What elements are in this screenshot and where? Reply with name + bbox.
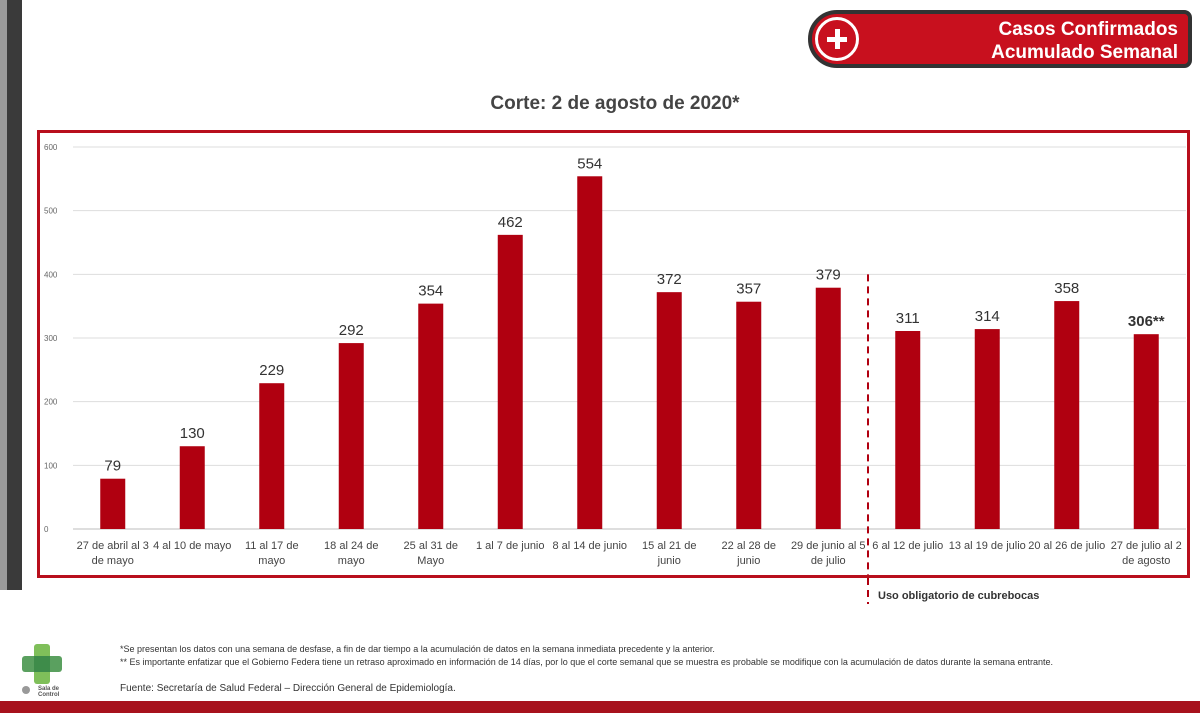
bar — [497, 234, 523, 530]
y-tick-label: 0 — [44, 525, 49, 534]
x-tick-label: de agosto — [1122, 555, 1170, 567]
chart-subtitle: Corte: 2 de agosto de 2020* — [490, 93, 740, 114]
bottom-bar — [0, 701, 1200, 713]
x-tick-label: 13 al 19 de julio — [949, 540, 1026, 552]
bar — [179, 446, 205, 529]
data-label: 357 — [736, 281, 761, 298]
data-label: 379 — [816, 267, 841, 284]
bar — [259, 383, 285, 529]
x-tick-label: 27 de abril al 3 — [77, 540, 149, 552]
data-label: 358 — [1054, 280, 1079, 297]
x-tick-label: mayo — [338, 555, 365, 567]
x-tick-label: 25 al 31 de — [404, 540, 458, 552]
x-tick-label: 15 al 21 de — [642, 540, 696, 552]
data-label: 130 — [180, 425, 205, 442]
footnote-2: ** Es importante enfatizar que el Gobier… — [120, 657, 1054, 667]
x-tick-label: 1 al 7 de junio — [476, 540, 545, 552]
bar — [418, 303, 444, 529]
bar — [577, 176, 603, 529]
y-tick-label: 600 — [44, 143, 58, 152]
bar — [895, 330, 921, 529]
x-tick-label: junio — [657, 555, 681, 567]
header-title-line2: Acumulado Semanal — [991, 42, 1178, 63]
y-tick-label: 400 — [44, 270, 58, 279]
left-edge-strip — [0, 0, 22, 590]
bar — [338, 343, 364, 529]
x-tick-label: 6 al 12 de julio — [872, 540, 943, 552]
x-tick-label: Mayo — [417, 555, 444, 567]
cross-logo-icon — [22, 644, 62, 694]
annotation-label: Uso obligatorio de cubrebocas — [878, 590, 1040, 602]
data-label: 306** — [1128, 313, 1165, 330]
logo-text-line2: Control — [38, 692, 60, 698]
bar — [1054, 301, 1080, 529]
data-label: 354 — [418, 283, 443, 300]
bar-chart: 0 100 200 300 400 500 600 79 27 de abril al 3 de … — [44, 143, 1186, 575]
y-tick-label: 200 — [44, 398, 58, 407]
x-tick-label: 11 al 17 de — [245, 540, 299, 552]
header-title-line1: Casos Confirmados — [998, 19, 1178, 40]
x-tick-label: 22 al 28 de — [722, 540, 776, 552]
data-label: 292 — [339, 322, 364, 339]
data-label: 229 — [259, 362, 284, 379]
x-tick-label: 27 de julio al 2 — [1111, 540, 1182, 552]
plus-icon — [815, 17, 859, 61]
x-tick-label: 4 al 10 de mayo — [153, 540, 231, 552]
bar — [736, 301, 762, 529]
header-title: Casos Confirmados Acumulado Semanal — [991, 18, 1178, 64]
bar — [974, 329, 1000, 529]
x-tick-label: 8 al 14 de junio — [552, 540, 627, 552]
data-label: 462 — [498, 214, 523, 231]
x-tick-label: 29 de junio al 5 — [791, 540, 866, 552]
bar — [100, 478, 126, 529]
logo-text-line1: Sala de — [38, 686, 60, 692]
x-tick-label: junio — [736, 555, 760, 567]
data-label: 554 — [577, 155, 602, 172]
x-tick-label: de julio — [811, 555, 846, 567]
data-label: 79 — [104, 458, 121, 475]
footnote-1: *Se presentan los datos con una semana d… — [120, 644, 715, 654]
data-label: 311 — [896, 310, 920, 327]
x-tick-label: 18 al 24 de — [324, 540, 378, 552]
bar — [815, 287, 841, 529]
header-badge: Casos Confirmados Acumulado Semanal — [808, 10, 1192, 68]
x-tick-label: de mayo — [92, 555, 134, 567]
y-tick-label: 100 — [44, 461, 58, 470]
data-label: 372 — [657, 271, 682, 288]
footnotes: *Se presentan los datos con una semana d… — [120, 643, 1053, 669]
x-tick-label: 20 al 26 de julio — [1028, 540, 1105, 552]
bar — [656, 292, 682, 529]
chart-frame: 0 100 200 300 400 500 600 79 27 de abril al 3 de … — [37, 130, 1190, 578]
x-tick-label: mayo — [258, 555, 285, 567]
data-label: 314 — [975, 308, 1000, 325]
logo-text: Sala de Control — [38, 686, 59, 698]
bar — [1133, 334, 1159, 529]
y-tick-label: 500 — [44, 207, 58, 216]
annotation-line-below — [867, 578, 869, 604]
source-note: Fuente: Secretaría de Salud Federal – Di… — [120, 683, 456, 694]
y-tick-label: 300 — [44, 334, 58, 343]
